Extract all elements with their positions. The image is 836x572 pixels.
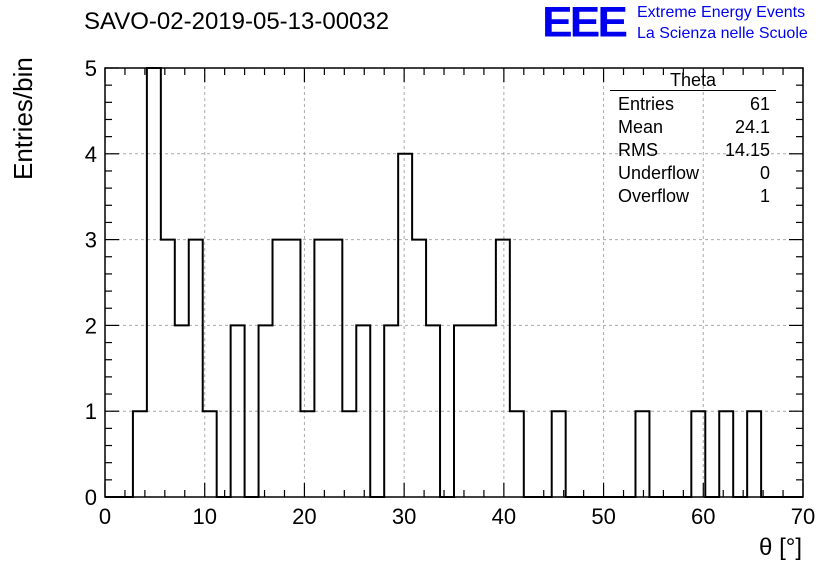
x-tick-label: 20 bbox=[292, 504, 316, 529]
histogram-bin bbox=[161, 240, 175, 497]
histogram-bin bbox=[496, 240, 510, 497]
logo-line-1: Extreme Energy Events bbox=[637, 4, 806, 21]
histogram-bin bbox=[189, 240, 203, 497]
eee-logo-mark: EEE bbox=[542, 0, 628, 46]
histogram-bin bbox=[412, 240, 426, 497]
stats-row-overflow: Overflow 1 bbox=[610, 185, 776, 208]
stats-label: Entries bbox=[618, 94, 675, 114]
plot-frame bbox=[104, 67, 804, 498]
stats-label: Underflow bbox=[618, 163, 700, 183]
y-tick-label: 4 bbox=[85, 142, 97, 167]
eee-logo: EEE Extreme Energy Events La Scienza nel… bbox=[542, 0, 832, 46]
stats-title: Theta bbox=[610, 70, 776, 91]
stats-row-mean: Mean 24.1 bbox=[610, 116, 776, 139]
histogram-bin bbox=[314, 240, 328, 497]
stats-label: RMS bbox=[618, 140, 658, 160]
histogram-bin bbox=[175, 325, 189, 497]
stats-value: 24.1 bbox=[734, 117, 770, 137]
histogram-bin bbox=[384, 325, 398, 497]
x-tick-label: 0 bbox=[99, 504, 111, 529]
histogram-bin bbox=[273, 240, 287, 497]
y-tick-label: 0 bbox=[85, 485, 97, 510]
histogram-bin bbox=[635, 411, 649, 497]
histogram-bin bbox=[510, 411, 524, 497]
x-tick-label: 40 bbox=[492, 504, 516, 529]
histogram-bin bbox=[133, 411, 147, 497]
histogram-bin bbox=[300, 411, 314, 497]
histogram-bin bbox=[286, 240, 300, 497]
histogram-bin bbox=[552, 411, 566, 497]
stats-row-entries: Entries 61 bbox=[610, 93, 776, 116]
x-tick-label: 70 bbox=[791, 504, 815, 529]
x-tick-label: 60 bbox=[691, 504, 715, 529]
histogram-bin bbox=[342, 411, 356, 497]
y-tick-label: 2 bbox=[85, 313, 97, 338]
stats-value: 61 bbox=[749, 94, 770, 114]
logo-line-2: La Scienza nelle Scuole bbox=[637, 25, 808, 42]
stats-row-rms: RMS 14.15 bbox=[610, 139, 776, 162]
histogram-bin bbox=[719, 411, 733, 497]
x-tick-label: 30 bbox=[392, 504, 416, 529]
stats-value: 0 bbox=[759, 163, 770, 183]
stats-value: 1 bbox=[759, 186, 770, 206]
stats-box: Theta Entries 61 Mean 24.1 RMS 14.15 Und… bbox=[610, 70, 776, 208]
chart-title: SAVO-02-2019-05-13-00032 bbox=[84, 8, 390, 35]
y-tick-label: 3 bbox=[85, 228, 97, 253]
histogram-bin bbox=[747, 411, 761, 497]
histogram-bin bbox=[259, 325, 273, 497]
stats-label: Overflow bbox=[618, 186, 690, 206]
stats-row-underflow: Underflow 0 bbox=[610, 162, 776, 185]
x-axis-label: θ [°] bbox=[759, 534, 802, 561]
histogram-bin bbox=[328, 240, 342, 497]
x-tick-label: 50 bbox=[591, 504, 615, 529]
stats-label: Mean bbox=[618, 117, 664, 137]
x-tick-label: 10 bbox=[192, 504, 216, 529]
y-tick-label: 1 bbox=[85, 399, 97, 424]
y-axis-label: Entries/bin bbox=[8, 57, 38, 180]
stats-value: 14.15 bbox=[724, 140, 770, 160]
axis-ticks bbox=[104, 67, 804, 498]
histogram-bin bbox=[147, 68, 161, 497]
y-tick-label: 5 bbox=[85, 56, 97, 81]
